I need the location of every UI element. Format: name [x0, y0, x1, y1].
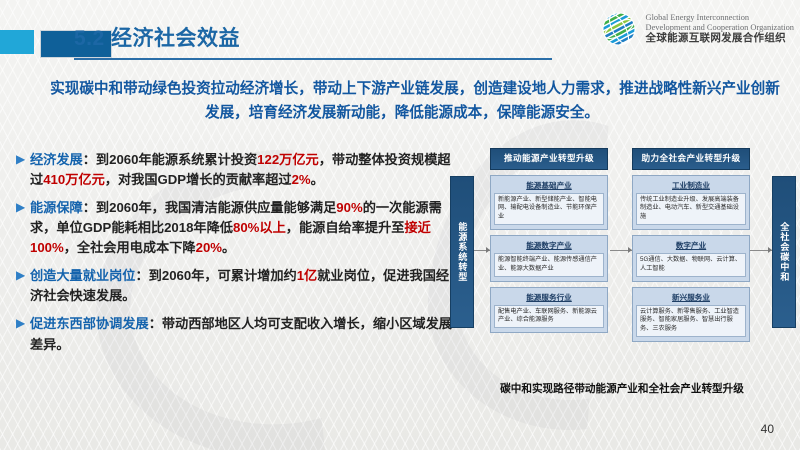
list-item: ▶ 促进东西部协调发展：带动西部地区人均可支配收入增长，缩小区域发展差异。	[16, 314, 460, 354]
card: 能源基础产业 新能源产业、新型储能产业、智能电网、输配电设备制造业、节能环保产业	[490, 174, 608, 230]
bullet-marker-icon: ▶	[16, 268, 26, 283]
diagram-caption: 碳中和实现路径带动能源产业和全社会产业转型升级	[500, 383, 744, 395]
column-header: 助力全社会产业转型升级	[632, 148, 750, 170]
bullet-marker-icon: ▶	[16, 200, 26, 215]
card: 新兴服务业 云计算服务、新零售服务、工业智造服务、智能家居服务、智慧出行服务、三…	[632, 286, 750, 342]
band-society-carbon-neutral: 全社会碳中和	[772, 176, 796, 328]
logo-chinese-name: 全球能源互联网发展合作组织	[645, 32, 786, 45]
card-title: 工业制造业	[672, 180, 710, 190]
header-accent-square-cyan	[0, 30, 34, 54]
card-body: 新能源产业、新型储能产业、智能电网、输配电设备制造业、节能环保产业	[494, 192, 604, 225]
card-title: 能源服务行业	[526, 292, 572, 302]
page-number: 40	[760, 422, 774, 436]
card-body: 能源智能终端产业、能源传感通信产业、能源大数据产业	[494, 252, 604, 277]
logo-english-line-1: Global Energy Interconnection	[645, 13, 750, 23]
header-accent-square-navy	[40, 30, 112, 58]
card-body: 传统工业制造业升级、发展高端装备制造业、电动汽车、新型交通基础设施	[636, 192, 746, 225]
lead-paragraph: 实现碳中和带动绿色投资拉动经济增长，带动上下游产业链发展，创造建设地人力需求，推…	[50, 81, 780, 121]
page-title: 5.2 经济社会效益	[74, 27, 241, 50]
card-title: 能源基础产业	[526, 180, 572, 190]
card-body: 配售电产业、车联网服务、新能源云产业、综合能源服务	[494, 304, 604, 329]
bullet-marker-icon: ▶	[16, 152, 26, 166]
bullet-marker-icon: ▶	[16, 316, 26, 331]
diagram-column-society-industry: 助力全社会产业转型升级 工业制造业 传统工业制造业升级、发展高端装备制造业、电动…	[632, 148, 750, 342]
card-title: 能源数字产业	[526, 240, 572, 250]
connector-arrow-icon	[486, 247, 490, 253]
column-header: 推动能源产业转型升级	[490, 148, 608, 170]
connector-line	[750, 250, 772, 251]
bullet-text: 经济发展：到2060年能源系统累计投资122万亿元，带动整体投资规模超过410万…	[30, 152, 451, 188]
card: 能源服务行业 配售电产业、车联网服务、新能源云产业、综合能源服务	[490, 286, 608, 334]
card-title: 新兴服务业	[672, 292, 710, 302]
header-divider	[74, 58, 552, 60]
list-item: ▶ 能源保障：到2060年，我国清洁能源供应量能够满足90%的一次能源需求，单位…	[16, 198, 460, 258]
bullet-text: 能源保障：到2060年，我国清洁能源供应量能够满足90%的一次能源需求，单位GD…	[30, 200, 442, 256]
band-energy-system-transition: 能源系统转型	[450, 176, 474, 328]
connector-arrow-icon	[628, 247, 632, 253]
globe-icon	[602, 12, 636, 46]
diagram-column-energy-industry: 推动能源产业转型升级 能源基础产业 新能源产业、新型储能产业、智能电网、输配电设…	[490, 148, 608, 334]
transition-flow-diagram: 能源系统转型 全社会碳中和 推动能源产业转型升级 能源基础产业 新能源产业、新型…	[448, 148, 796, 374]
card: 工业制造业 传统工业制造业升级、发展高端装备制造业、电动汽车、新型交通基础设施	[632, 174, 750, 230]
list-item: ▶ 经济发展：到2060年能源系统累计投资122万亿元，带动整体投资规模超过41…	[16, 150, 460, 190]
bullet-list: ▶ 经济发展：到2060年能源系统累计投资122万亿元，带动整体投资规模超过41…	[16, 150, 460, 363]
list-item: ▶ 创造大量就业岗位：到2060年，可累计增加约1亿就业岗位，促进我国经济社会快…	[16, 266, 460, 306]
card-title: 数字产业	[675, 240, 707, 250]
connector-line	[610, 250, 632, 251]
bullet-text: 促进东西部协调发展：带动西部地区人均可支配收入增长，缩小区域发展差异。	[30, 316, 452, 352]
card-body: 云计算服务、新零售服务、工业智造服务、智能家居服务、智慧出行服务、三农服务	[636, 304, 746, 337]
card: 数字产业 5G通信、大数据、物联网、云计算、人工智能	[632, 234, 750, 282]
organization-logo: Global Energy Interconnection Developmen…	[598, 6, 794, 52]
logo-english-line-2: Development and Cooperation Organization	[645, 22, 794, 32]
bullet-text: 创造大量就业岗位：到2060年，可累计增加约1亿就业岗位，促进我国经济社会快速发…	[30, 268, 450, 304]
card: 能源数字产业 能源智能终端产业、能源传感通信产业、能源大数据产业	[490, 234, 608, 282]
connector-line	[474, 250, 490, 251]
connector-arrow-icon	[768, 247, 772, 253]
card-body: 5G通信、大数据、物联网、云计算、人工智能	[636, 252, 746, 277]
